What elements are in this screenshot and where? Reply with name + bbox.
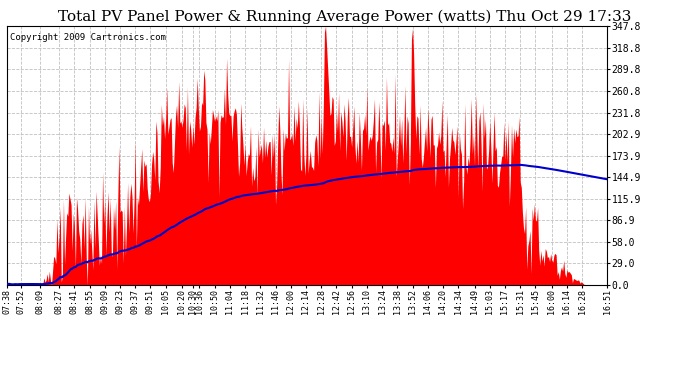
- Text: Copyright 2009 Cartronics.com: Copyright 2009 Cartronics.com: [10, 33, 166, 42]
- Text: Total PV Panel Power & Running Average Power (watts) Thu Oct 29 17:33: Total PV Panel Power & Running Average P…: [59, 9, 631, 24]
